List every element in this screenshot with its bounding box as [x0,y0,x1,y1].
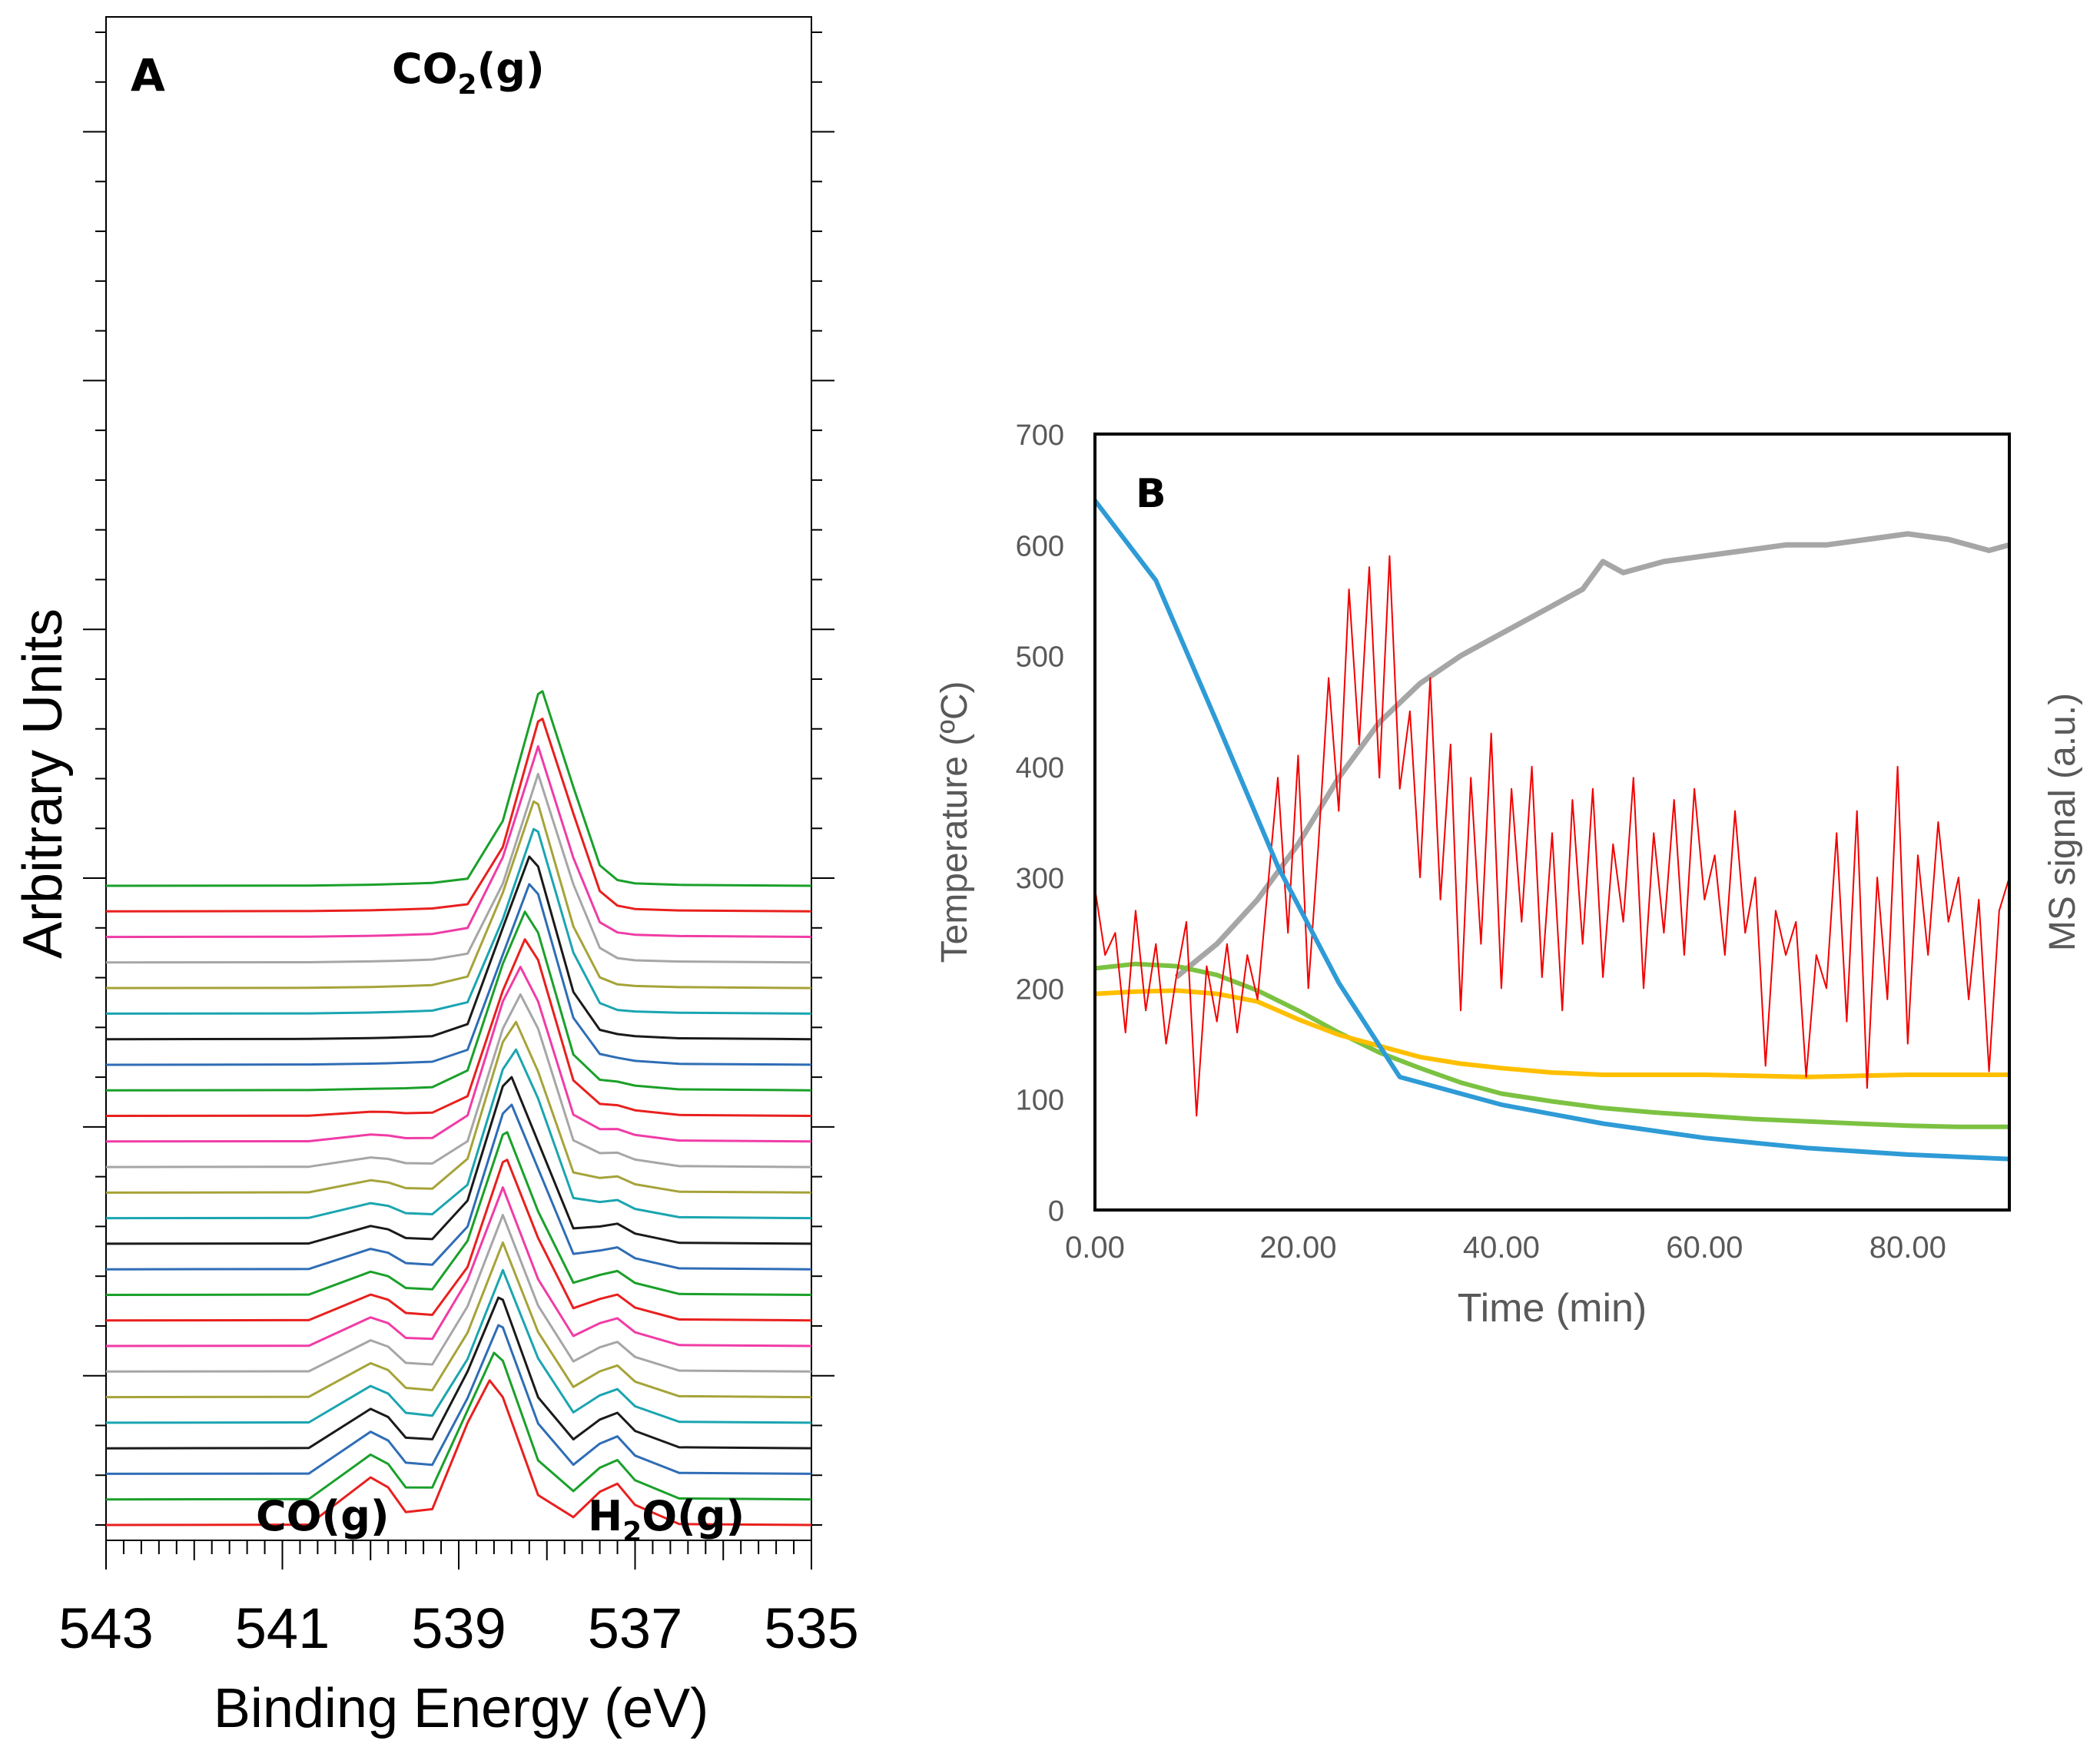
spectrum-line [105,993,812,1169]
spectrum-line [105,883,812,1066]
co2-annotation-base: CO [392,45,458,93]
spectrum-line [105,1268,812,1424]
panel-a-x-tick-label: 535 [764,1596,858,1660]
panel-b-x-tick-label: 0.00 [1065,1231,1125,1265]
panel-b-y-tick-label: 500 [1016,641,1064,674]
panel-b-x-tick-label: 80.00 [1869,1231,1946,1265]
co2-annotation-subscript: 2 [458,69,477,101]
panel-b-y-tick-label: 300 [1016,863,1064,895]
spectrum-line [105,966,812,1143]
panel-a-right-ticks [811,31,834,1526]
spectrum-line [105,1020,812,1194]
panel-b-x-tick-label: 60.00 [1666,1231,1743,1265]
spectrum-line [105,690,812,887]
spectrum-line [105,1131,812,1296]
panel-b-y-tick-label: 200 [1016,973,1064,1006]
h2o-annotation: H2O(g) [588,1492,745,1548]
panel-b-y-tick-labels: 0 100 200 300 400 500 600 700 [1016,419,1064,1228]
panel-a-x-tick-label: 537 [588,1596,682,1660]
h2o-annotation-base: H [588,1492,622,1540]
spectrum-line [105,938,812,1117]
spectrum-line [105,1103,812,1271]
panel-a-x-tick-label: 541 [235,1596,330,1660]
h2o-annotation-suffix: O(g) [642,1492,745,1540]
spectrum-line [105,1351,812,1501]
panel-b-x-tick-label: 20.00 [1259,1231,1336,1265]
panel-b-y-tick-label: 600 [1016,530,1064,562]
panel-b-x-tick-labels: 0.00 20.00 40.00 60.00 80.00 [1065,1231,1946,1265]
spectrum-line [105,1214,812,1373]
panel-b-y-tick-label: 100 [1016,1085,1064,1117]
panel-b-x-tick-label: 40.00 [1463,1231,1540,1265]
series-line-2 [1094,555,2010,1117]
panel-a: 543 541 539 537 535 Binding Energy (eV) … [12,16,859,1739]
spectrum-line [105,1159,812,1322]
spectrum-line [105,827,812,1015]
spectrum-line [105,718,812,913]
panel-b-label: B [1136,471,1166,517]
panel-b-series [1093,499,2010,1162]
panel-a-label: A [131,49,165,101]
panel-b-y-tick-label: 400 [1016,752,1064,784]
panel-a-x-axis-title: Binding Energy (eV) [214,1678,708,1739]
spectrum-line [105,1296,812,1450]
panel-b-left-axis-title: Temperature (ºC) [934,681,975,963]
spectrum-line [105,1186,812,1348]
panel-a-x-tick-label: 539 [411,1596,506,1660]
spectrum-line [105,800,812,990]
panel-a-spectra [105,690,812,1527]
spectrum-line [105,1048,812,1220]
series-line-1 [1174,531,2010,980]
spectrum-line [105,1324,812,1475]
panel-b: 0 100 200 300 400 500 600 700 0.00 20.00 40.00 60.… [934,419,2083,1331]
spectrum-line [105,910,812,1092]
panel-b-x-axis-title: Time (min) [1458,1286,1647,1331]
panel-a-frame [105,16,812,1541]
series-line-4 [1094,988,2009,1079]
panel-a-left-ticks [83,31,106,1526]
spectrum-line [105,1379,812,1527]
panel-b-frame [1093,433,2011,1212]
panel-a-x-tick-label: 543 [58,1596,153,1660]
panel-a-y-axis-title: Arbitrary Units [12,608,74,959]
spectrum-line [105,772,812,964]
co2-annotation: CO2(g) [392,45,545,101]
series-line-0 [1093,499,2010,1162]
co-annotation: CO(g) [256,1492,390,1540]
spectrum-line [105,1241,812,1399]
panel-b-y-tick-label: 0 [1048,1195,1064,1228]
spectrum-line [105,855,812,1041]
spectrum-line [105,1076,812,1245]
spectrum-line [105,745,812,939]
co2-annotation-suffix: (g) [477,45,545,93]
panel-b-y-tick-label: 700 [1016,419,1064,452]
h2o-annotation-subscript: 2 [622,1517,642,1548]
panel-a-x-ticks [105,1540,812,1570]
panel-b-right-axis-title: MS signal (a.u.) [2042,693,2083,951]
